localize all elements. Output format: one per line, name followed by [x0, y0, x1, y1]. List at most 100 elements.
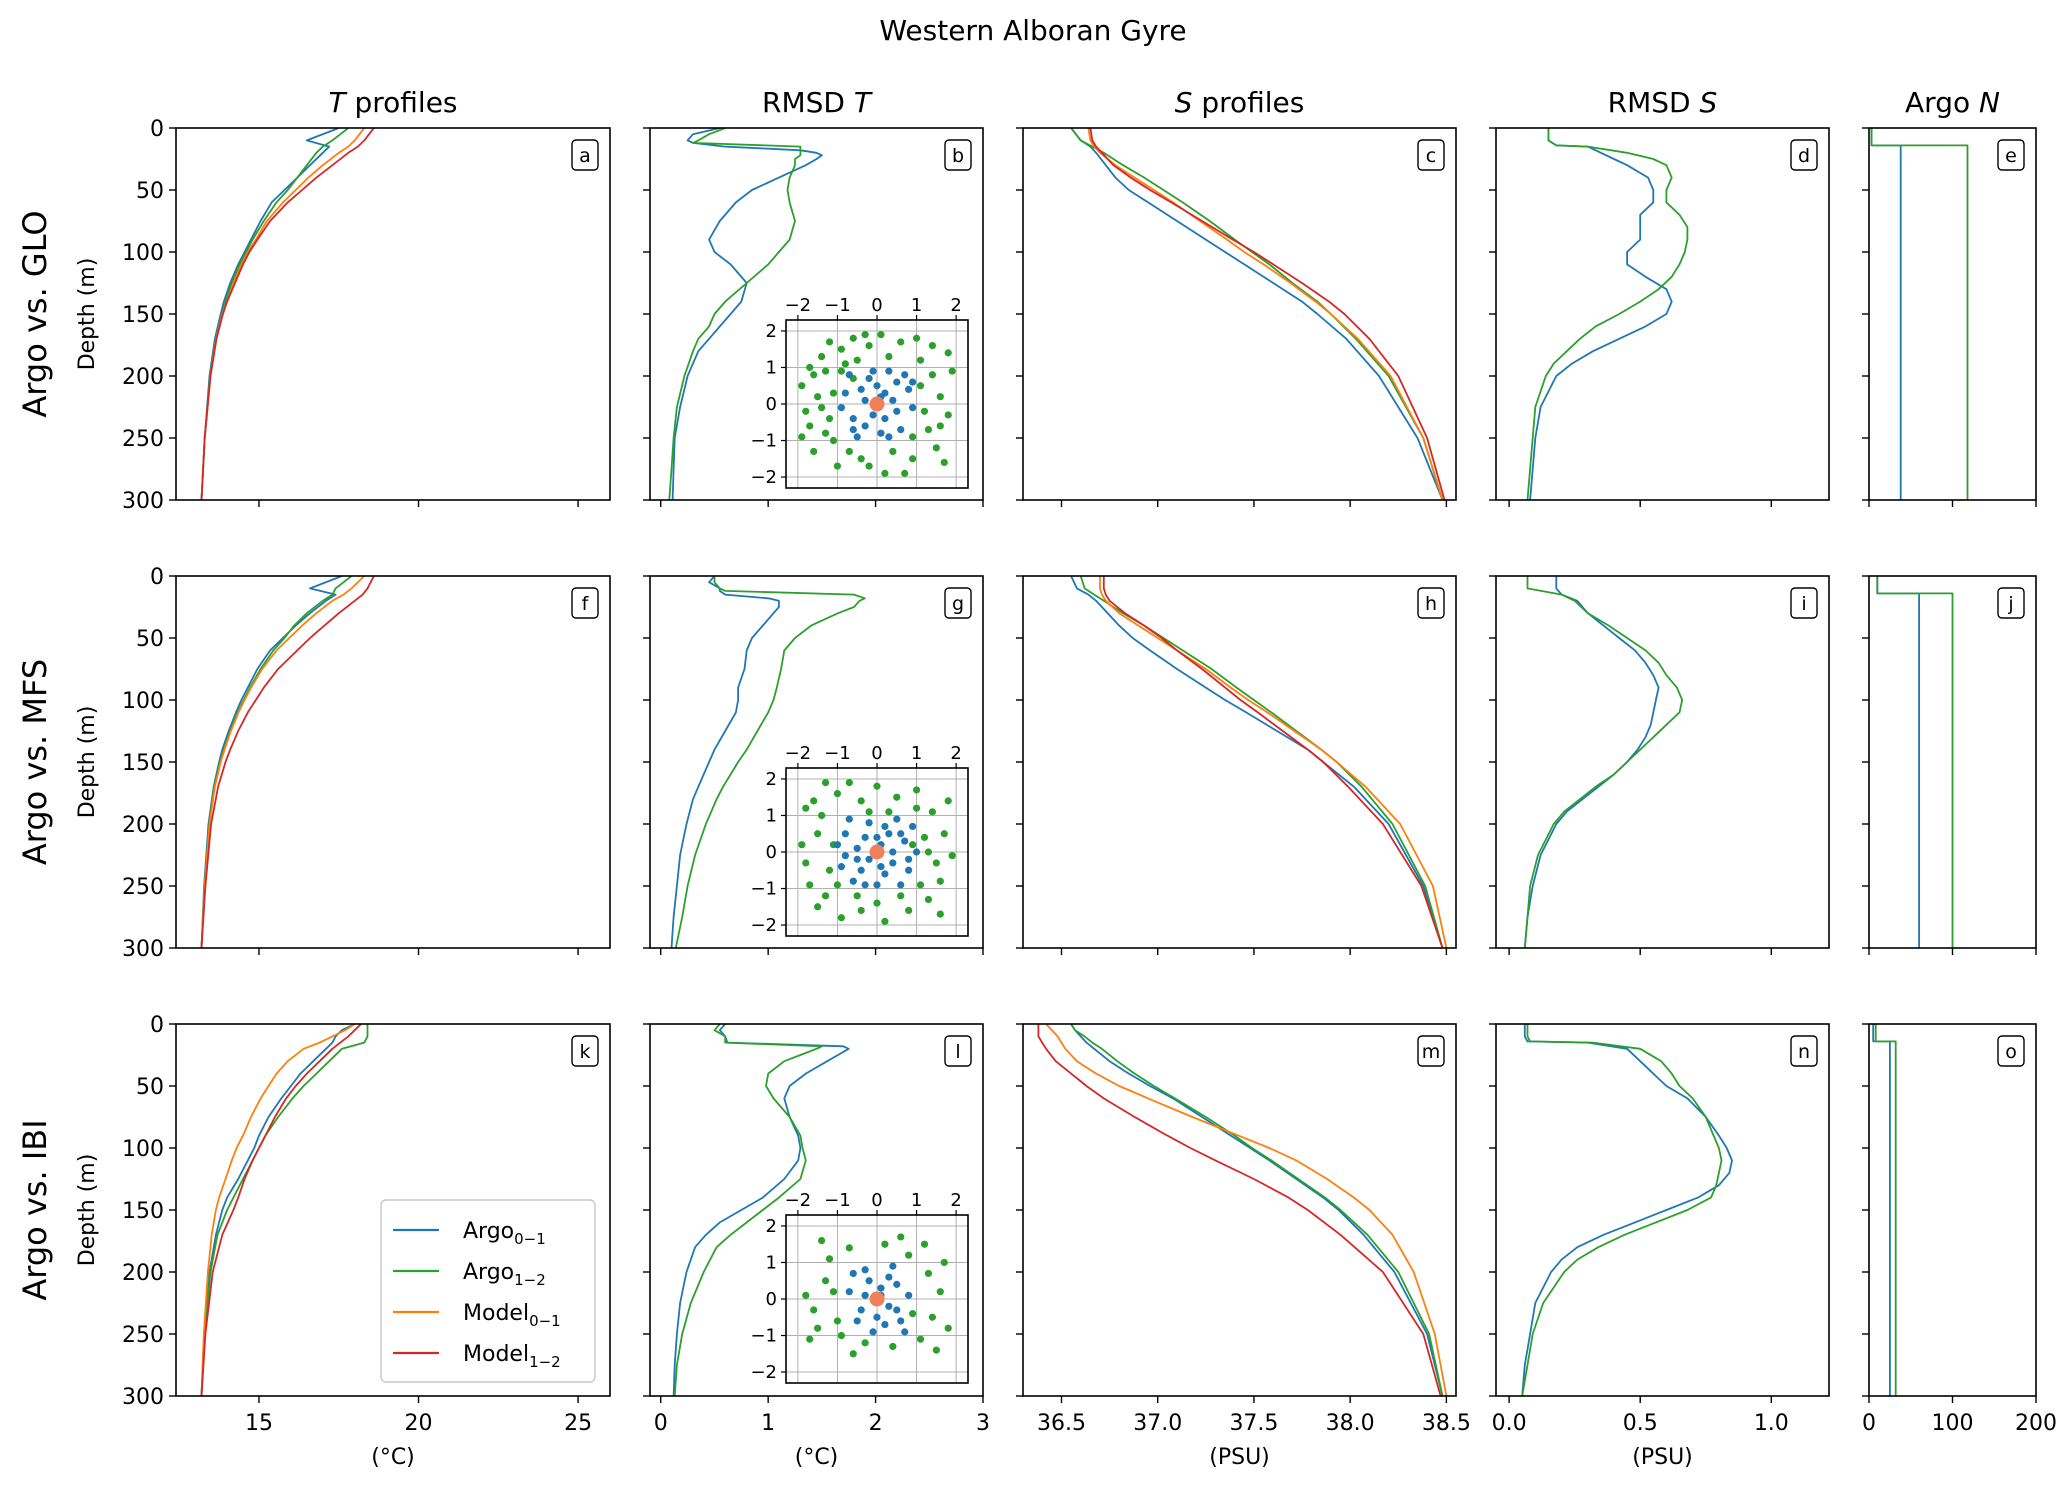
series-line-argo01 [1529, 128, 1673, 500]
y-tick-label: 150 [122, 751, 164, 776]
x-tick-label: 1 [761, 1411, 775, 1436]
inset-x-tick-label: −1 [824, 1190, 851, 1211]
inset-point-argo12 [814, 830, 822, 838]
inset-point-argo01 [869, 411, 877, 419]
column-title-2: RMSD T [762, 86, 873, 119]
inset-point-argo12 [837, 367, 845, 375]
series-line-argo12 [1523, 576, 1684, 948]
legend-label: Model0−1 [463, 1301, 561, 1330]
inset-point-argo12 [940, 830, 948, 838]
inset-point-argo12 [802, 407, 810, 415]
series-line-model01 [1045, 1024, 1448, 1396]
row-label-1: Argo vs. GLO [16, 210, 54, 417]
panel-letter: g [952, 593, 964, 615]
inset-point-argo12 [873, 782, 881, 790]
y-tick-label: 250 [122, 427, 164, 452]
inset-point-argo12 [798, 841, 806, 849]
inset-point-argo12 [924, 895, 933, 904]
inset-point-argo12 [889, 447, 897, 456]
panel-letter: b [952, 145, 964, 167]
y-tick-label: 200 [122, 1261, 164, 1286]
series-line-model12 [1089, 128, 1446, 500]
panel-letter: m [1422, 1041, 1441, 1063]
legend: Argo0−1 Argo1−2 Model0−1 Model1−2 [380, 1199, 596, 1383]
plot-area [1521, 1024, 1733, 1396]
inset-point-argo12 [912, 804, 921, 812]
series-line-argo12 [1876, 576, 1954, 948]
panel-letter: n [1798, 1041, 1810, 1063]
inset-point-argo01 [845, 1288, 853, 1296]
inset-y-tick-label: −1 [750, 431, 777, 452]
inset-y-tick-label: 0 [766, 1289, 777, 1310]
panel-letter-box [944, 139, 972, 171]
inset-point-argo01 [845, 815, 853, 823]
inset-point-argo01 [861, 1266, 869, 1274]
x-tick-label: 38.0 [1326, 1411, 1375, 1436]
inset-point-argo01 [897, 1317, 905, 1325]
inset-point-argo12 [818, 352, 826, 361]
inset-point-argo12 [924, 1269, 933, 1278]
inset-point-argo12 [810, 797, 818, 805]
series-line-argo01 [671, 128, 823, 500]
panel-letter-box [1790, 1035, 1818, 1067]
panel-letter-box [571, 1035, 599, 1067]
plot-area [200, 576, 375, 948]
inset-point-argo01 [837, 863, 845, 871]
series-line-argo12 [1870, 128, 1969, 500]
column-title-5: Argo N [1905, 86, 2000, 119]
inset-point-argo01 [905, 385, 913, 393]
inset-point-argo12 [806, 422, 814, 430]
inset-y-tick-label: 1 [766, 357, 777, 378]
series-line-argo01 [1070, 128, 1444, 500]
inset-point-argo01 [877, 429, 885, 437]
y-tick-label: 150 [122, 303, 164, 328]
plot-area [1870, 128, 1969, 500]
inset-point-argo01 [849, 415, 857, 423]
inset-point-argo12 [928, 371, 936, 379]
inset-point-argo12 [829, 1288, 838, 1296]
inset-point-argo12 [818, 404, 826, 412]
inset-point-argo12 [825, 866, 834, 874]
y-tick-label: 0 [150, 1013, 164, 1038]
inset-point-argo12 [865, 808, 873, 816]
inset-point-argo01 [869, 1328, 877, 1336]
inset-x-tick-label: 2 [950, 1190, 961, 1211]
series-line-argo12 [1070, 1024, 1444, 1396]
inset-x-tick-label: 2 [950, 295, 961, 316]
inset-point-argo12 [897, 892, 905, 900]
x-tick-label: 0 [1862, 1411, 1876, 1436]
series-line-argo12 [673, 1024, 823, 1396]
inset-point-argo12 [814, 393, 822, 401]
plot-area [1872, 1024, 1897, 1396]
panel-letter: d [1798, 145, 1810, 167]
inset-point-argo12 [920, 833, 929, 841]
row-label-2: Argo vs. MFS [16, 659, 54, 865]
inset-point-argo12 [818, 1236, 826, 1245]
inset-point-argo01 [881, 1320, 889, 1329]
inset-point-argo01 [857, 385, 865, 393]
inset-point-argo01 [893, 407, 901, 415]
inset-point-argo12 [948, 367, 956, 375]
x-tick-label: 25 [564, 1411, 592, 1436]
inset-x-tick-label: 0 [871, 743, 882, 764]
inset-point-argo01 [861, 833, 869, 841]
inset-scatter: −2 −2 −1 −1 0 0 1 1 2 2 [750, 743, 969, 937]
inset-point-argo01 [865, 855, 873, 863]
panel-g: g −2 −2 −1 −1 0 0 1 1 2 2 [643, 575, 984, 955]
inset-point-argo12 [916, 382, 925, 390]
inset-point-argo12 [928, 341, 936, 350]
inset-point-argo01 [873, 1313, 881, 1321]
panel-letter: e [2005, 145, 2017, 167]
inset-point-argo01 [865, 374, 873, 383]
inset-y-tick-label: 0 [766, 842, 777, 863]
inset-point-argo12 [909, 433, 917, 441]
panel-letter-box [944, 587, 972, 619]
inset-point-argo01 [869, 367, 877, 375]
row-label-3: Argo vs. IBI [16, 1119, 54, 1300]
inset-point-argo12 [857, 455, 865, 463]
panel-letter-box [571, 587, 599, 619]
inset-point-argo12 [798, 382, 806, 390]
plot-area [1070, 128, 1446, 500]
inset-point-argo12 [810, 447, 818, 456]
inset-point-argo01 [889, 396, 897, 404]
